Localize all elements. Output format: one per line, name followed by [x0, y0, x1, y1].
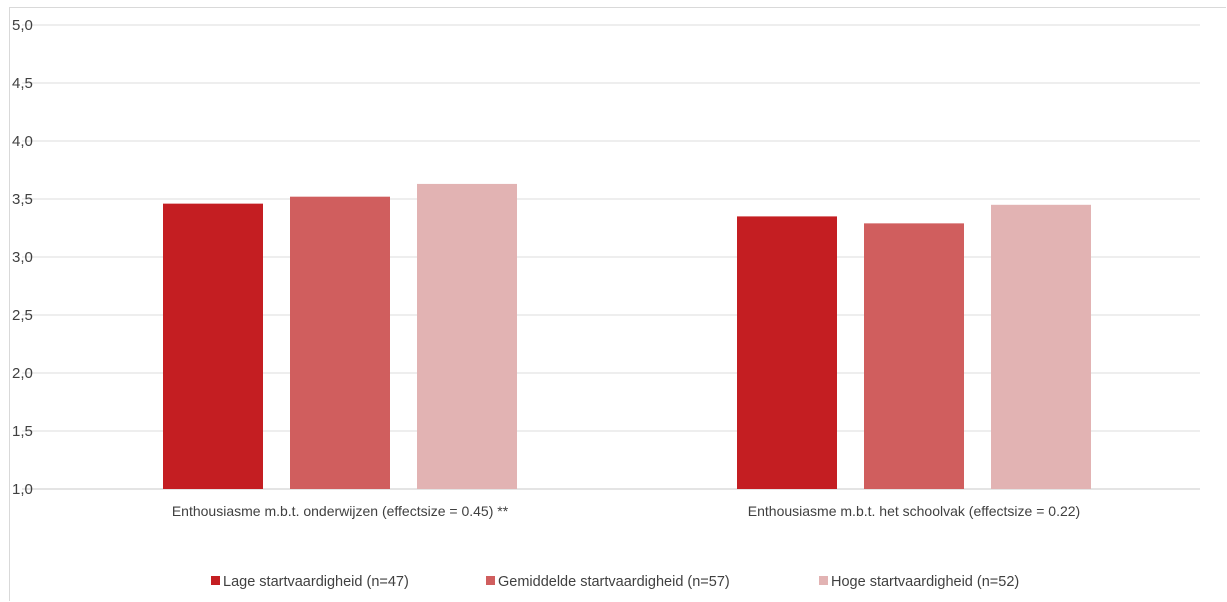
y-tick-label: 1,0: [12, 481, 33, 498]
x-category-label: Enthousiasme m.b.t. onderwijzen (effects…: [172, 503, 509, 519]
bar-low-1: [163, 203, 263, 489]
bar-low-2: [737, 216, 837, 489]
chart-frame: [9, 7, 1226, 601]
x-axis-category-labels: Enthousiasme m.b.t. onderwijzen (effects…: [172, 503, 1080, 519]
y-tick-label: 4,0: [12, 133, 33, 150]
legend-label: Gemiddelde startvaardigheid (n=57): [498, 574, 730, 590]
y-tick-label: 4,5: [12, 75, 33, 92]
y-tick-label: 3,5: [12, 191, 33, 208]
bars: [163, 183, 1091, 490]
legend-label: Hoge startvaardigheid (n=52): [831, 574, 1019, 590]
legend-label: Lage startvaardigheid (n=47): [223, 574, 409, 590]
legend-swatch: [486, 576, 495, 585]
bar-medium-1: [290, 196, 390, 489]
bar-high-2: [991, 204, 1091, 490]
y-axis-tick-labels: 1,0 1,5 2,0 2,5 3,0 3,5 4,0 4,5 5,0: [12, 17, 33, 498]
y-tick-label: 1,5: [12, 423, 33, 440]
legend-swatch: [211, 576, 220, 585]
bar-medium-2: [864, 223, 964, 490]
y-tick-label: 5,0: [12, 17, 33, 34]
legend: Lage startvaardigheid (n=47) Gemiddelde s…: [211, 574, 1019, 590]
legend-swatch: [819, 576, 828, 585]
x-category-label: Enthousiasme m.b.t. het schoolvak (effec…: [748, 503, 1080, 519]
y-tick-label: 2,0: [12, 365, 33, 382]
bar-high-1: [417, 183, 517, 490]
y-tick-label: 2,5: [12, 307, 33, 324]
y-tick-label: 3,0: [12, 249, 33, 266]
